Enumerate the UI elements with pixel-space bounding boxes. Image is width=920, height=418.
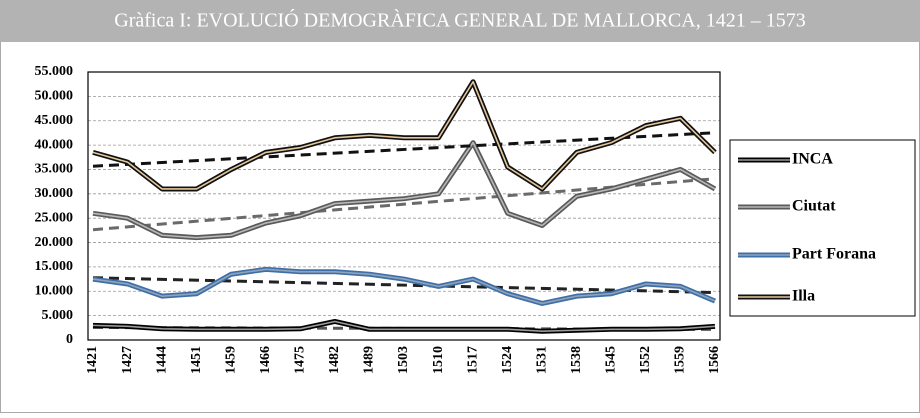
- x-tick-label: 1531: [534, 346, 549, 374]
- legend-label: Ciutat: [792, 198, 836, 215]
- y-tick-label: 10.000: [35, 283, 74, 298]
- plot-border: [87, 71, 721, 341]
- series-line-inner: [92, 320, 716, 333]
- series-line-inner: [92, 141, 716, 239]
- y-tick-label: 50.000: [35, 89, 74, 104]
- chart-title: Gràfica I: EVOLUCIÓ DEMOGRÀFICA GENERAL …: [114, 8, 805, 32]
- x-tick-label: 1566: [707, 346, 722, 374]
- y-tick-label: 15.000: [35, 259, 74, 274]
- x-tick-label: 1475: [293, 346, 308, 374]
- y-tick-label: 5.000: [42, 308, 74, 323]
- x-tick-label: 1444: [154, 346, 169, 374]
- x-tick-label: 1510: [431, 346, 446, 374]
- legend-label: INCA: [792, 151, 833, 168]
- x-tick-label: 1552: [638, 346, 653, 374]
- y-tick-label: 25.000: [35, 210, 74, 225]
- x-tick-label: 1482: [327, 346, 342, 374]
- x-tick-label: 1489: [362, 346, 377, 374]
- y-tick-label: 30.000: [35, 186, 74, 201]
- trend-line: [92, 131, 716, 168]
- y-tick-label: 45.000: [35, 113, 74, 128]
- x-tick-label: 1524: [500, 346, 515, 374]
- y-tick-label: 0: [66, 332, 73, 347]
- x-tick-label: 1517: [465, 346, 480, 374]
- x-tick-label: 1538: [569, 346, 584, 374]
- x-tick-label: 1466: [258, 346, 273, 374]
- y-tick-label: 55.000: [35, 64, 74, 79]
- trend-line: [92, 276, 716, 295]
- x-tick-label: 1421: [85, 346, 100, 374]
- legend-label: Part Forana: [792, 246, 876, 263]
- x-tick-label: 1451: [189, 346, 204, 374]
- series-line-inner: [92, 80, 716, 190]
- x-tick-label: 1427: [120, 346, 135, 374]
- x-tick-label: 1503: [396, 346, 411, 374]
- legend-label: Illa: [792, 288, 815, 305]
- y-tick-label: 40.000: [35, 137, 74, 152]
- x-tick-label: 1559: [673, 346, 688, 374]
- y-tick-label: 35.000: [35, 162, 74, 177]
- series-line-inner: [92, 268, 716, 305]
- x-tick-label: 1545: [604, 346, 619, 374]
- header: [0, 0, 920, 42]
- y-tick-label: 20.000: [35, 235, 74, 250]
- legend-box: [729, 139, 916, 317]
- x-tick-label: 1459: [223, 346, 238, 374]
